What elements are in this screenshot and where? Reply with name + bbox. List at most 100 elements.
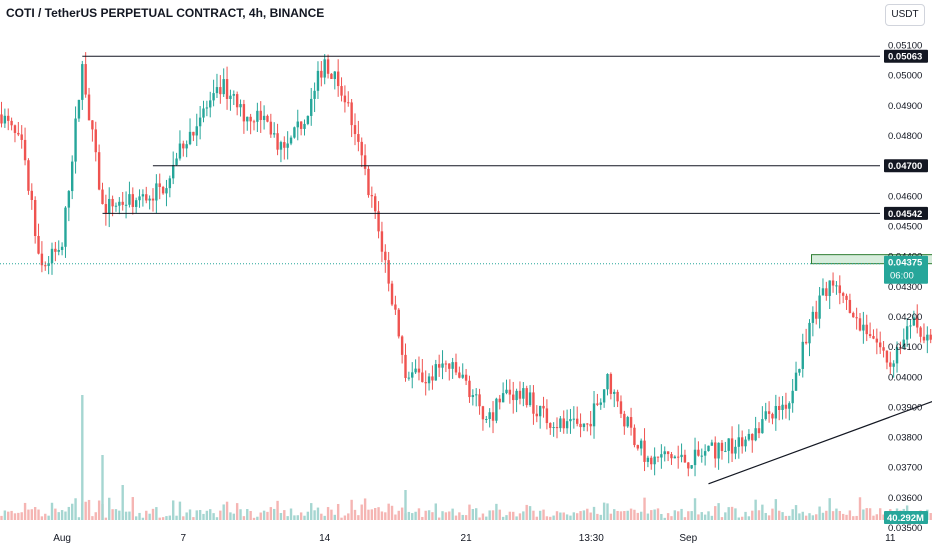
candle-body <box>310 98 313 116</box>
candle-body <box>357 134 360 142</box>
candle-body <box>609 373 613 394</box>
candle-body <box>690 465 693 469</box>
volume-bar <box>374 507 377 520</box>
volume-bar <box>747 516 751 520</box>
currency-button[interactable]: USDT <box>885 4 925 26</box>
candle-body <box>289 137 293 144</box>
candle-body <box>380 231 384 252</box>
candle-body <box>848 299 852 313</box>
volume-bar <box>235 503 239 520</box>
volume-bar <box>326 507 330 520</box>
candle-body <box>178 143 182 159</box>
price-tick-label: 0.04800 <box>888 131 922 142</box>
volume-bar <box>650 510 653 520</box>
volume-bar <box>414 511 417 520</box>
volume-bar <box>639 511 643 520</box>
volume-bar <box>663 517 666 520</box>
level-tag-0.04542: 0.04542 <box>884 206 928 220</box>
candle-body <box>212 93 215 101</box>
volume-bar <box>286 516 289 520</box>
candle-body <box>347 102 350 104</box>
candle-body <box>374 196 377 212</box>
volume-bar <box>845 514 848 520</box>
candle-body <box>771 413 774 419</box>
candle-body <box>323 59 326 78</box>
price-axis[interactable]: 0.05100 0.05000 0.04900 0.04800 0.04600 0.045… <box>888 41 922 534</box>
volume-bar <box>700 512 703 520</box>
volume-bar <box>825 510 828 520</box>
candle-body <box>707 445 710 452</box>
candle-body <box>54 248 57 252</box>
volume-bar <box>481 513 485 520</box>
candle-body <box>666 451 670 455</box>
volume-bar <box>586 508 589 520</box>
volume-bar <box>730 506 734 520</box>
volume-bar <box>451 508 454 520</box>
candle-body <box>555 427 559 429</box>
candle-body <box>586 423 589 425</box>
volume-bar <box>794 505 798 520</box>
volume-bar <box>710 515 714 520</box>
volume-bar <box>576 513 579 520</box>
volume-bar <box>626 510 629 520</box>
candle-body <box>636 445 639 449</box>
resistance-zone-box[interactable] <box>811 254 932 265</box>
volume-bar <box>148 513 151 520</box>
volume-bar <box>461 514 464 520</box>
volume-bar <box>13 513 17 520</box>
candle-body <box>7 115 10 121</box>
candle-body <box>922 336 926 341</box>
candle-body <box>330 73 333 79</box>
volume-bar <box>437 517 441 520</box>
candle-body <box>875 338 879 343</box>
candle-body <box>108 198 111 214</box>
candle-body <box>343 95 347 103</box>
volume-bar <box>670 516 673 520</box>
candle-body <box>114 205 118 207</box>
volume-bar <box>582 510 586 520</box>
price-tick-label: 0.04900 <box>888 101 922 112</box>
candle-body <box>222 79 225 95</box>
volume-bar <box>690 511 693 520</box>
candle-body <box>40 253 44 266</box>
time-tick-label: 21 <box>461 533 473 544</box>
candle-body <box>316 70 320 91</box>
candle-body <box>97 152 101 190</box>
volume-bar <box>215 517 219 520</box>
candle-body <box>71 161 74 192</box>
candle-body <box>818 295 821 319</box>
volume-bar <box>804 515 808 520</box>
volume-bar <box>222 504 225 520</box>
candle-body <box>104 204 108 214</box>
ascending-trendline[interactable] <box>708 276 932 485</box>
candle-body <box>542 405 545 409</box>
volume-bar <box>209 509 212 520</box>
candle-body <box>774 405 778 419</box>
candle-body <box>121 201 124 205</box>
volume-bar <box>91 516 94 520</box>
candle-body <box>899 347 902 349</box>
volume-bar <box>788 515 791 520</box>
candle-body <box>464 374 468 381</box>
candle-body <box>811 311 815 323</box>
candle-body <box>852 312 855 318</box>
volume-bar <box>377 507 380 520</box>
candle-body <box>831 280 835 286</box>
volume-bar <box>165 516 168 520</box>
price-tick-label: 0.03900 <box>888 402 922 413</box>
candle-body <box>3 115 7 124</box>
volume-bar <box>262 510 266 520</box>
volume-bar <box>411 513 414 520</box>
candle-body <box>606 373 609 390</box>
volume-bar <box>242 516 246 520</box>
volume-bar <box>522 511 525 520</box>
volume-bar <box>609 513 613 520</box>
candle-body <box>549 423 552 428</box>
volume-bar <box>545 516 549 520</box>
candle-body <box>801 341 804 369</box>
volume-bar <box>778 510 781 520</box>
candle-body <box>414 368 417 373</box>
candle-body <box>751 433 754 441</box>
